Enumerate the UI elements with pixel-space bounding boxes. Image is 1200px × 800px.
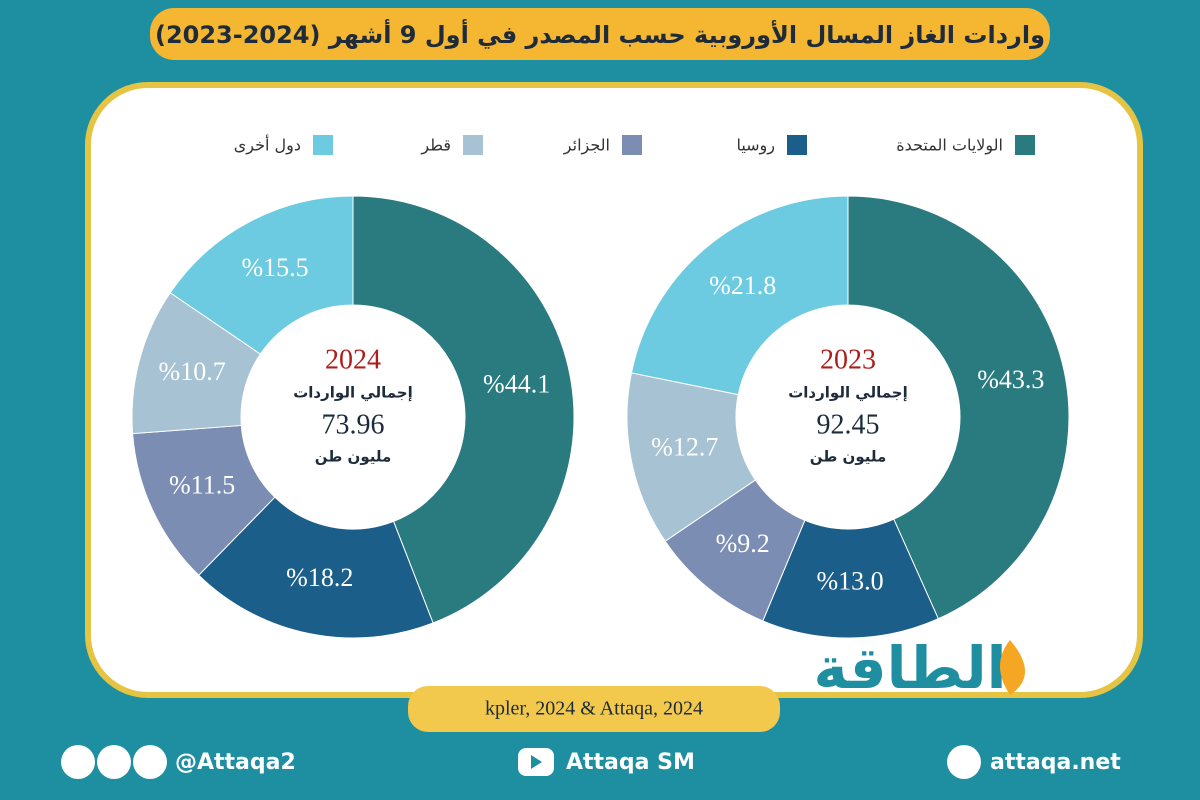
center-year: 2023 (820, 344, 876, 375)
center-total: 92.45 (817, 409, 880, 440)
source-banner (408, 686, 780, 732)
value-label: %15.5 (242, 253, 309, 282)
title-banner (150, 8, 1050, 60)
value-label: %10.7 (159, 357, 226, 386)
value-label: %12.7 (651, 433, 718, 462)
slice (169, 195, 354, 355)
icon-play (531, 755, 542, 769)
legend-swatch (1015, 135, 1035, 155)
icon-instagram[interactable] (97, 745, 131, 779)
logo-drop (1000, 640, 1025, 695)
icon-web[interactable] (947, 745, 981, 779)
youtube-handle: Attaqa SM (566, 750, 695, 775)
value-label: %44.1 (483, 369, 550, 398)
icon-x[interactable] (61, 745, 95, 779)
center-unit: مليون طن (315, 448, 392, 466)
slice (847, 195, 1070, 620)
logo-latin: ATTAQA (841, 704, 979, 720)
center-label: إجمالي الواردات (788, 384, 908, 402)
legend-label: روسيا (736, 136, 775, 156)
legend-swatch (463, 135, 483, 155)
legend-label: الجزائر (563, 136, 610, 156)
value-label: %43.3 (977, 365, 1044, 394)
center-year: 2024 (325, 344, 381, 375)
title: واردات الغاز المسال الأوروبية حسب المصدر… (155, 19, 1045, 49)
logo: الطاقة (813, 634, 1006, 702)
value-label: %18.2 (286, 563, 353, 592)
icon-facebook[interactable] (133, 745, 167, 779)
website: attaqa.net (990, 750, 1121, 775)
slice (352, 195, 575, 624)
charts: %43.3 %13.0 %9.2 %12.7 %21.8 2023 إجمالي الوار… (131, 135, 1070, 639)
slice (630, 195, 849, 396)
center-unit: مليون طن (810, 448, 887, 466)
social-handle: @Attaqa2 (175, 750, 296, 775)
legend-swatch (787, 135, 807, 155)
value-label: %21.8 (709, 271, 776, 300)
slice (197, 496, 434, 639)
value-label: %9.2 (716, 529, 770, 558)
legend-label: دول أخرى (234, 135, 301, 156)
legend-swatch (313, 135, 333, 155)
legend-label: الولايات المتحدة (896, 136, 1003, 156)
center-label: إجمالي الواردات (293, 384, 413, 402)
legend-label: قطر (420, 136, 451, 156)
center-total: 73.96 (322, 409, 385, 440)
value-label: %13.0 (817, 566, 884, 595)
value-label: %11.5 (169, 470, 235, 499)
source: kpler, 2024 & Attaqa, 2024 (485, 698, 703, 720)
legend-swatch (622, 135, 642, 155)
